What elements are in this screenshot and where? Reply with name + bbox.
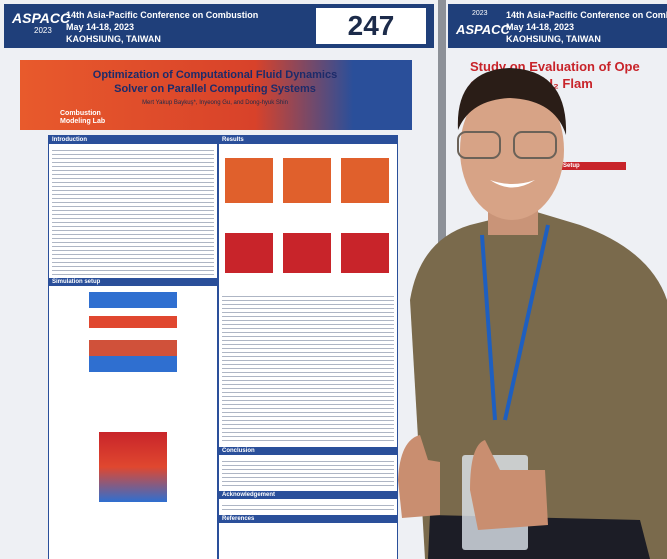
thumbs-up-hand bbox=[398, 435, 440, 518]
figure bbox=[225, 158, 391, 203]
poster-title: Optimization of Computational Fluid Dyna… bbox=[92, 69, 338, 95]
section-heading: Introduction bbox=[49, 136, 217, 144]
glasses bbox=[457, 131, 501, 159]
text-block bbox=[52, 147, 214, 275]
column-left: Introduction Simulation setup bbox=[48, 135, 218, 559]
title-bar: Optimization of Computational Fluid Dyna… bbox=[20, 60, 412, 130]
text-block bbox=[222, 502, 394, 512]
section-heading: References bbox=[219, 515, 397, 523]
authors: Mert Yakup Baykuş*, Inyeong Gu, and Dong… bbox=[142, 100, 288, 106]
logo: ASPACC bbox=[12, 10, 71, 26]
figure bbox=[225, 233, 391, 273]
conference: 14th Asia-Pacific Conference on Combusti… bbox=[506, 10, 667, 20]
lanyard bbox=[480, 224, 550, 421]
lab: Combustion Modeling Lab bbox=[60, 110, 106, 125]
section-heading: Acknowledgement bbox=[219, 491, 397, 499]
smile bbox=[490, 180, 535, 188]
location: KAOHSIUNG, TAIWAN bbox=[506, 34, 601, 44]
logo-year: 2023 bbox=[472, 10, 488, 17]
logo: ASPACC bbox=[456, 22, 510, 37]
dates: May 14-18, 2023 bbox=[506, 22, 575, 32]
location: KAOHSIUNG, TAIWAN bbox=[66, 34, 161, 44]
glasses bbox=[513, 131, 557, 159]
face bbox=[460, 80, 564, 220]
text-block bbox=[222, 458, 394, 488]
board-number: 247 bbox=[316, 8, 426, 44]
header-right: ASPACC 2023 14th Asia-Pacific Conference… bbox=[448, 4, 667, 48]
section-heading: Results bbox=[219, 136, 397, 144]
header-left: ASPACC 2023 14th Asia-Pacific Conference… bbox=[4, 4, 434, 48]
section-heading: Simulation setup bbox=[49, 278, 217, 286]
conference: 14th Asia-Pacific Conference on Combusti… bbox=[66, 10, 259, 20]
section-heading: Setup bbox=[560, 162, 626, 170]
figure bbox=[89, 292, 177, 372]
thumbs-up-hand bbox=[470, 440, 548, 530]
figure bbox=[99, 432, 167, 502]
logo-year: 2023 bbox=[34, 26, 52, 35]
column-right: Results Conclusion Acknowledgement Refer… bbox=[218, 135, 398, 559]
dates: May 14-18, 2023 bbox=[66, 22, 135, 32]
text-block bbox=[222, 293, 394, 443]
hair bbox=[457, 68, 567, 135]
section-heading: Conclusion bbox=[219, 447, 397, 455]
